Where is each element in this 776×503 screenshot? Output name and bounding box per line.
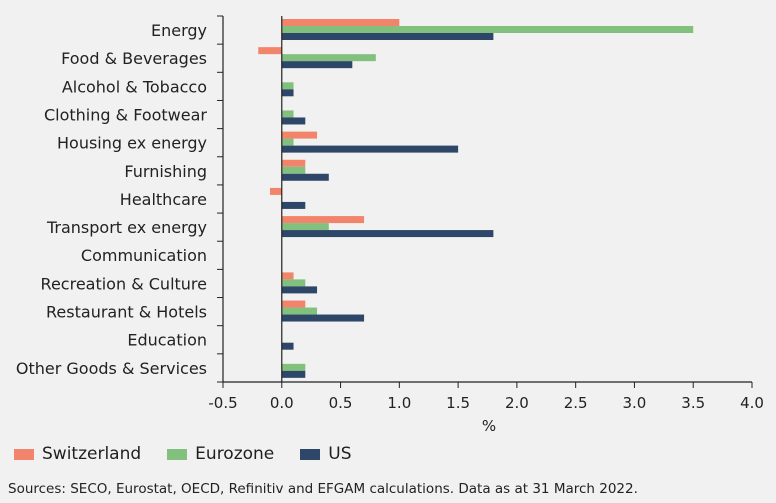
bar-us-other-goods-and-services bbox=[281, 370, 306, 378]
category-label-communication: Communication bbox=[81, 246, 207, 265]
category-label-restaurant-and-hotels: Restaurant & Hotels bbox=[46, 303, 207, 322]
category-labels: Energy Food & Beverages Alcohol & Tobacco C… bbox=[16, 21, 208, 378]
bar-switzerland-restaurant-and-hotels bbox=[281, 300, 306, 308]
bar-us-furnishing bbox=[281, 173, 329, 181]
x-tick-label: 3.0 bbox=[623, 394, 647, 412]
bar-us-transport-ex-energy bbox=[281, 230, 494, 238]
source-note: Sources: SECO, Eurostat, OECD, Refinitiv… bbox=[8, 481, 638, 497]
x-tick-label: 1.5 bbox=[446, 394, 470, 412]
bar-eurozone-clothing-and-footwear bbox=[281, 110, 294, 118]
bar-us-alcohol-and-tobacco bbox=[281, 89, 294, 97]
x-axis-title: % bbox=[482, 417, 496, 435]
category-label-housing-ex-energy: Housing ex energy bbox=[57, 134, 207, 153]
bar-us-food-and-beverages bbox=[281, 61, 353, 69]
legend-label-us: US bbox=[328, 444, 352, 464]
legend-item-eurozone: Eurozone bbox=[167, 444, 274, 464]
category-label-alcohol-and-tobacco: Alcohol & Tobacco bbox=[62, 77, 207, 96]
bar-eurozone-furnishing bbox=[281, 166, 306, 174]
category-label-recreation-and-culture: Recreation & Culture bbox=[41, 274, 207, 293]
bar-us-energy bbox=[281, 33, 494, 40]
bar-eurozone-other-goods-and-services bbox=[281, 363, 306, 371]
legend-swatch-eurozone bbox=[167, 448, 188, 460]
legend-swatch-us bbox=[300, 448, 321, 460]
category-label-healthcare: Healthcare bbox=[120, 190, 207, 209]
bar-eurozone-housing-ex-energy bbox=[281, 138, 294, 146]
bar-us-recreation-and-culture bbox=[281, 286, 318, 294]
legend: Switzerland Eurozone US bbox=[14, 444, 352, 464]
legend-item-switzerland: Switzerland bbox=[14, 444, 141, 464]
bar-eurozone-energy bbox=[281, 26, 694, 33]
x-tick-label: 2.0 bbox=[505, 394, 529, 412]
axes bbox=[217, 15, 753, 388]
bar-switzerland-healthcare bbox=[270, 187, 282, 195]
bar-us-clothing-and-footwear bbox=[281, 117, 306, 125]
x-tick-label: 0.0 bbox=[270, 394, 294, 412]
legend-swatch-switzerland bbox=[14, 448, 34, 460]
legend-label-switzerland: Switzerland bbox=[42, 444, 142, 464]
legend-item-us: US bbox=[300, 444, 352, 464]
category-label-energy: Energy bbox=[151, 21, 207, 40]
bar-eurozone-recreation-and-culture bbox=[281, 279, 306, 287]
bar-switzerland-food-and-beverages bbox=[258, 47, 282, 55]
bar-eurozone-restaurant-and-hotels bbox=[281, 307, 318, 315]
bar-switzerland-energy bbox=[281, 19, 400, 26]
category-label-furnishing: Furnishing bbox=[124, 162, 207, 181]
bar-switzerland-furnishing bbox=[281, 159, 306, 167]
x-tick-label: 3.5 bbox=[681, 394, 705, 412]
bar-eurozone-alcohol-and-tobacco bbox=[281, 82, 294, 90]
bar-us-healthcare bbox=[281, 201, 306, 209]
category-label-education: Education bbox=[127, 331, 207, 350]
legend-label-eurozone: Eurozone bbox=[195, 444, 275, 464]
bar-eurozone-food-and-beverages bbox=[281, 54, 376, 62]
x-tick-label: -0.5 bbox=[208, 394, 237, 412]
bar-us-housing-ex-energy bbox=[281, 145, 459, 153]
x-tick-label: 2.5 bbox=[564, 394, 588, 412]
category-label-clothing-and-footwear: Clothing & Footwear bbox=[44, 105, 207, 124]
x-tick-label: 0.5 bbox=[329, 394, 353, 412]
x-tick-labels: -0.5 0.0 0.5 1.0 1.5 2.0 2.5 3.0 3.5 4.0 bbox=[208, 394, 764, 412]
bar-eurozone-transport-ex-energy bbox=[281, 223, 329, 231]
category-label-transport-ex-energy: Transport ex energy bbox=[46, 218, 207, 237]
bar-us-education bbox=[281, 342, 294, 350]
x-tick-label: 4.0 bbox=[740, 394, 764, 412]
bar-switzerland-housing-ex-energy bbox=[281, 131, 318, 139]
bar-us-restaurant-and-hotels bbox=[281, 314, 365, 322]
bars bbox=[258, 19, 694, 378]
category-label-other-goods-and-services: Other Goods & Services bbox=[16, 359, 207, 378]
category-label-food-and-beverages: Food & Beverages bbox=[61, 49, 207, 68]
bar-switzerland-recreation-and-culture bbox=[281, 272, 294, 280]
x-tick-label: 1.0 bbox=[387, 394, 411, 412]
bar-switzerland-transport-ex-energy bbox=[281, 216, 365, 224]
contribution-bar-chart: Energy Food & Beverages Alcohol & Tobacco C… bbox=[16, 15, 764, 435]
